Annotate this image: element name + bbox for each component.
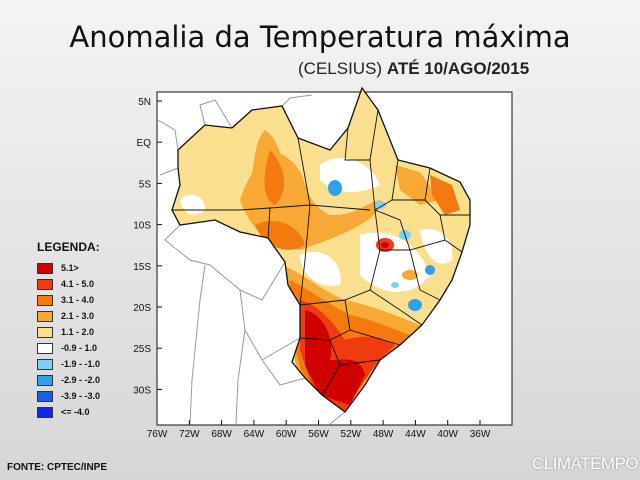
- legend-title: LEGENDA:: [37, 240, 100, 254]
- lon-label: 64W: [244, 429, 265, 440]
- legend-item: 2.1 - 3.0: [37, 308, 100, 324]
- lon-label: 68W: [211, 429, 232, 440]
- legend-item: -2.9 - -2.0: [37, 372, 100, 388]
- legend-swatch: [37, 310, 53, 322]
- legend-swatch: [37, 390, 53, 402]
- lat-label: 10S: [133, 221, 151, 232]
- lat-label: 5N: [138, 97, 151, 108]
- legend-label: 5.1>: [61, 263, 79, 273]
- lat-label: 25S: [133, 344, 151, 355]
- legend-swatch: [37, 294, 53, 306]
- legend-item: -0.9 - 1.0: [37, 340, 100, 356]
- subtitle-unit: (CELSIUS): [298, 59, 383, 78]
- legend-item: 1.1 - 2.0: [37, 324, 100, 340]
- latitude-axis: 5N EQ 5S 10S 15S 20S 25S 30S: [133, 97, 162, 396]
- legend-item: <= -4.0: [37, 404, 100, 420]
- legend-items: 5.1> 4.1 - 5.0 3.1 - 4.0 2.1 - 3.0 1.1 - 2.0…: [37, 260, 100, 420]
- legend-label: -2.9 - -2.0: [61, 375, 101, 385]
- legend-item: 3.1 - 4.0: [37, 292, 100, 308]
- lon-label: 52W: [341, 429, 362, 440]
- lon-label: 36W: [470, 429, 491, 440]
- lat-label: 15S: [133, 262, 151, 273]
- state-borders: [171, 86, 471, 413]
- lat-label: 20S: [133, 303, 151, 314]
- legend-swatch: [37, 342, 53, 354]
- subtitle-date: ATÉ 10/AGO/2015: [386, 59, 530, 78]
- legend-label: <= -4.0: [61, 407, 90, 417]
- legend-label: 1.1 - 2.0: [61, 327, 95, 337]
- legend-swatch: [37, 262, 53, 274]
- lat-label: EQ: [137, 138, 152, 149]
- lat-label: 5S: [139, 179, 152, 190]
- legend-swatch: [37, 278, 53, 290]
- lon-label: 76W: [147, 429, 168, 440]
- lon-label: 72W: [179, 429, 200, 440]
- lat-label: 30S: [133, 385, 151, 396]
- legend-label: 4.1 - 5.0: [61, 279, 95, 289]
- legend-label: -1.9 - -1.0: [61, 359, 101, 369]
- legend-swatch: [37, 358, 53, 370]
- legend-item: -3.9 - -3.0: [37, 388, 100, 404]
- legend-item: 5.1>: [37, 260, 100, 276]
- legend-label: 2.1 - 3.0: [61, 311, 95, 321]
- lon-label: 40W: [437, 429, 458, 440]
- longitude-axis: 76W 72W 68W 64W 60W 56W 52W 48W 44W 40W 36W: [147, 420, 491, 440]
- lon-label: 60W: [276, 429, 297, 440]
- lon-label: 48W: [373, 429, 394, 440]
- source-credit: FONTE: CPTEC/INPE: [7, 462, 108, 473]
- legend-label: -3.9 - -3.0: [61, 391, 101, 401]
- legend-item: -1.9 - -1.0: [37, 356, 100, 372]
- legend-swatch: [37, 326, 53, 338]
- legend-label: 3.1 - 4.0: [61, 295, 95, 305]
- lon-label: 44W: [405, 429, 426, 440]
- legend-item: 4.1 - 5.0: [37, 276, 100, 292]
- brand-logo: CLIMATEMPO: [532, 454, 639, 473]
- legend-swatch: [37, 374, 53, 386]
- legend: LEGENDA: 5.1> 4.1 - 5.0 3.1 - 4.0 2.1 - 3.0…: [37, 240, 100, 420]
- legend-swatch: [37, 406, 53, 418]
- map-title: Anomalia da Temperatura máxima: [69, 20, 571, 54]
- map-subtitle: (CELSIUS) ATÉ 10/AGO/2015: [298, 59, 529, 79]
- legend-label: -0.9 - 1.0: [61, 343, 98, 353]
- lon-label: 56W: [308, 429, 329, 440]
